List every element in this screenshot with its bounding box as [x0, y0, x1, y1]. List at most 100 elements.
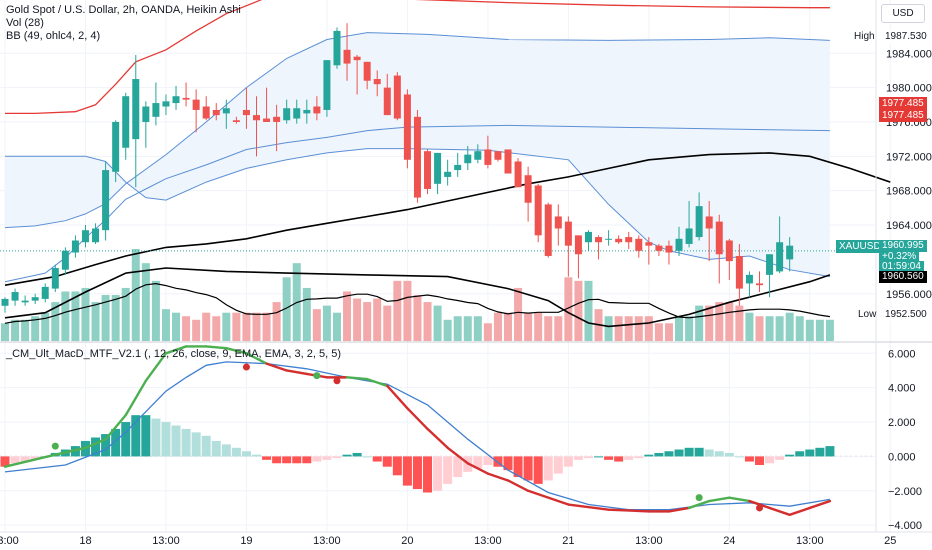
currency-button[interactable]: USD: [881, 4, 925, 23]
macd-histogram-bar: [141, 415, 151, 457]
macd-histogram-bar: [755, 456, 764, 465]
macd-histogram-bar: [412, 456, 422, 490]
candle-body: [665, 245, 673, 253]
candle: [413, 109, 421, 203]
candle-body: [554, 216, 562, 229]
macd-histogram-bar: [664, 451, 674, 457]
candle-body: [21, 300, 29, 303]
volume-bar: [1, 323, 9, 341]
macd-histogram-bar: [433, 456, 443, 491]
volume-bar: [604, 316, 613, 341]
candle-body: [353, 56, 361, 61]
macd-line-segment: [3, 453, 57, 468]
macd-histogram-bar: [262, 456, 272, 460]
macd-signal-line: [4, 361, 831, 511]
volume-bar: [272, 302, 281, 341]
candle: [313, 96, 321, 121]
volume-bar: [805, 319, 814, 341]
volume-bar: [664, 323, 673, 341]
candle: [484, 135, 492, 169]
macd-line-segment: [345, 376, 369, 381]
macd-cross-marker: [242, 363, 250, 371]
volume-bar: [715, 302, 724, 341]
candle: [172, 85, 180, 110]
high-value: 1987.530: [882, 30, 930, 43]
last-price-tag: 1960.995: [879, 240, 927, 252]
candle: [464, 146, 472, 171]
candle-body: [122, 96, 130, 148]
volume-bar: [413, 295, 422, 341]
volume-bar: [61, 291, 70, 341]
macd-histogram-bar: [453, 456, 463, 478]
macd-line-segment: [667, 506, 691, 513]
candle-body: [232, 120, 240, 122]
volume-bar: [433, 305, 442, 341]
macd-histogram-bar: [181, 428, 191, 457]
macd-cross-marker: [313, 372, 321, 380]
volume-bar: [11, 319, 20, 341]
candle: [625, 231, 633, 250]
volume-bar: [423, 302, 432, 341]
volume-bar: [825, 319, 834, 341]
candle-body: [534, 185, 542, 236]
volume-bar: [393, 280, 402, 341]
time-axis-label: 21: [562, 535, 574, 547]
candle-body: [263, 118, 271, 122]
candle-body: [776, 242, 784, 272]
candle-body: [343, 49, 351, 64]
volume-bar: [654, 323, 663, 341]
macd-line-segment: [204, 345, 228, 350]
volume-bar: [554, 316, 563, 341]
macd-tick-label: 0.000: [888, 451, 916, 463]
candle-body: [725, 240, 733, 262]
candle: [735, 243, 743, 306]
macd-histogram-bar: [594, 456, 604, 458]
macd-histogram-bar: [765, 456, 775, 464]
candle-body: [41, 286, 49, 299]
macd-histogram-bar: [604, 456, 614, 460]
macd-cross-marker: [51, 442, 59, 450]
volume-bar: [383, 305, 392, 341]
volume-bar: [31, 316, 40, 341]
volume-bar: [262, 312, 271, 341]
macd-histogram-bar: [402, 456, 412, 486]
candle-body: [705, 216, 713, 229]
candle: [444, 159, 452, 186]
candle: [112, 120, 120, 183]
candle-body: [242, 109, 250, 116]
candle: [544, 202, 552, 258]
candle: [1, 297, 9, 313]
macd-histogram-bar: [533, 456, 543, 484]
candle: [373, 70, 381, 97]
candle: [21, 295, 29, 306]
candle: [333, 27, 341, 69]
candle-body: [444, 171, 452, 177]
candle: [564, 216, 572, 277]
time-axis-label: 13:00: [474, 535, 502, 547]
candle: [494, 151, 502, 162]
candle: [424, 149, 432, 195]
candle-body: [625, 237, 633, 243]
candle-body: [212, 109, 220, 116]
volume-bar: [111, 295, 120, 341]
volume-bar: [785, 312, 794, 341]
macd-histogram-bar: [151, 418, 161, 457]
volume-bar: [463, 316, 472, 341]
macd-line-segment: [104, 413, 127, 441]
candle-body: [403, 94, 411, 160]
candle-body: [504, 149, 512, 174]
candle: [645, 237, 653, 265]
candle: [303, 99, 311, 124]
macd-histogram-bar: [644, 454, 654, 457]
bb-legend: BB (49, ohlc4, 2, 4): [6, 30, 101, 42]
candle-body: [574, 235, 582, 255]
candle: [786, 237, 794, 272]
macd-tick-label: 2.000: [888, 417, 916, 429]
candle-body: [1, 298, 9, 306]
volume-bar: [524, 312, 533, 341]
candle: [132, 54, 140, 188]
volume-bar: [644, 316, 653, 341]
candle-body: [132, 79, 140, 140]
candle-body: [61, 250, 69, 270]
